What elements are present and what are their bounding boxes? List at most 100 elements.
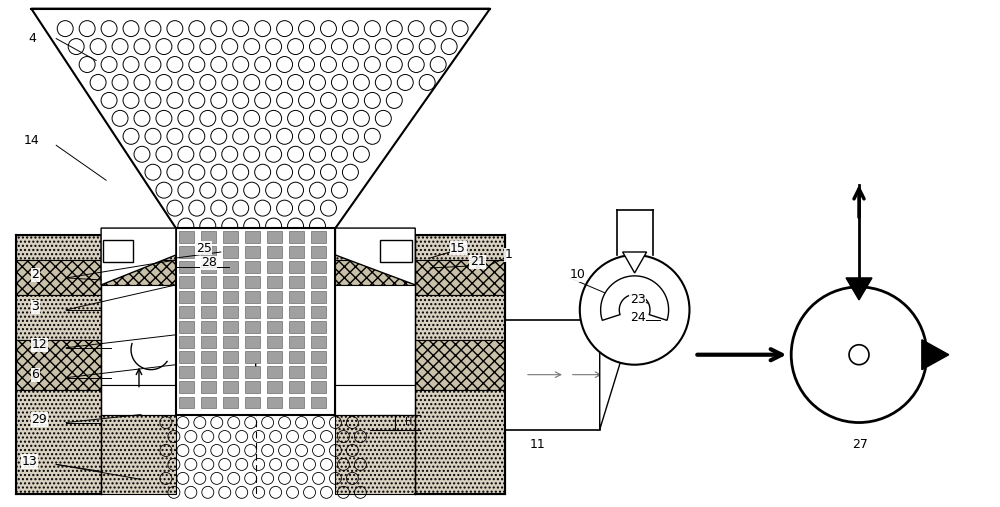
Circle shape	[791, 287, 927, 422]
Bar	[267, 321, 282, 333]
Text: 11: 11	[530, 438, 546, 451]
Bar	[201, 321, 216, 333]
Text: 25: 25	[196, 241, 212, 255]
Bar	[179, 396, 194, 408]
Polygon shape	[101, 228, 176, 285]
Bar	[201, 246, 216, 258]
Polygon shape	[601, 276, 669, 320]
Bar	[179, 261, 194, 273]
Text: 27: 27	[852, 438, 868, 451]
Bar	[267, 231, 282, 243]
Bar	[223, 336, 238, 348]
Bar	[179, 351, 194, 363]
Bar	[101, 385, 176, 415]
Bar	[245, 381, 260, 393]
Bar	[245, 261, 260, 273]
Polygon shape	[335, 228, 415, 285]
Text: 15: 15	[450, 241, 466, 255]
Bar	[267, 367, 282, 378]
Bar	[223, 246, 238, 258]
Bar	[245, 276, 260, 288]
Text: 6: 6	[31, 368, 39, 381]
Bar	[201, 381, 216, 393]
Polygon shape	[31, 9, 490, 228]
Bar	[179, 367, 194, 378]
Bar	[223, 351, 238, 363]
Text: 12: 12	[31, 338, 47, 351]
Bar	[201, 261, 216, 273]
Bar	[311, 351, 326, 363]
Bar	[380, 240, 412, 262]
Bar	[289, 231, 304, 243]
Bar	[311, 306, 326, 318]
Bar	[179, 336, 194, 348]
Bar	[201, 306, 216, 318]
Bar	[415, 340, 505, 389]
Text: 4: 4	[28, 32, 36, 45]
Bar	[289, 306, 304, 318]
Bar	[179, 231, 194, 243]
Polygon shape	[600, 294, 625, 429]
Bar	[289, 276, 304, 288]
Bar	[267, 291, 282, 303]
Bar	[335, 415, 415, 494]
Bar	[245, 231, 260, 243]
Bar	[267, 306, 282, 318]
Bar	[179, 291, 194, 303]
Polygon shape	[846, 278, 872, 300]
Bar	[176, 228, 335, 415]
Bar	[223, 291, 238, 303]
Bar	[16, 235, 101, 260]
Bar	[289, 321, 304, 333]
Bar	[245, 291, 260, 303]
Bar	[179, 276, 194, 288]
Bar	[335, 285, 415, 385]
Bar	[415, 295, 505, 340]
Bar	[311, 291, 326, 303]
Text: 14: 14	[23, 134, 39, 147]
Circle shape	[580, 255, 689, 365]
Bar	[415, 389, 505, 494]
Bar	[223, 396, 238, 408]
Text: 1: 1	[505, 248, 513, 262]
Text: 23: 23	[630, 294, 645, 306]
Bar	[245, 367, 260, 378]
Bar	[223, 367, 238, 378]
Bar	[245, 246, 260, 258]
Text: 13: 13	[21, 455, 37, 468]
Bar	[223, 261, 238, 273]
Bar	[201, 396, 216, 408]
Bar	[311, 336, 326, 348]
Bar	[289, 261, 304, 273]
Bar	[335, 260, 415, 285]
Bar	[311, 261, 326, 273]
Text: 28: 28	[201, 257, 217, 270]
Bar	[179, 381, 194, 393]
Bar	[16, 260, 101, 295]
Bar	[289, 351, 304, 363]
Bar	[289, 367, 304, 378]
Bar	[16, 295, 101, 340]
Circle shape	[849, 345, 869, 365]
Bar	[223, 231, 238, 243]
Bar	[415, 260, 505, 295]
Text: 2: 2	[31, 268, 39, 281]
Bar	[201, 276, 216, 288]
Bar	[311, 321, 326, 333]
Text: 3: 3	[31, 300, 39, 313]
Bar	[267, 381, 282, 393]
Bar	[223, 276, 238, 288]
Bar	[16, 389, 101, 494]
Bar	[289, 396, 304, 408]
Bar	[311, 396, 326, 408]
Bar	[179, 306, 194, 318]
Bar	[223, 321, 238, 333]
Bar	[311, 367, 326, 378]
Bar	[245, 396, 260, 408]
Text: 10: 10	[570, 268, 586, 281]
Bar	[335, 235, 415, 260]
Bar	[103, 240, 133, 262]
Bar	[289, 246, 304, 258]
Bar	[201, 351, 216, 363]
Text: 29: 29	[31, 413, 47, 426]
